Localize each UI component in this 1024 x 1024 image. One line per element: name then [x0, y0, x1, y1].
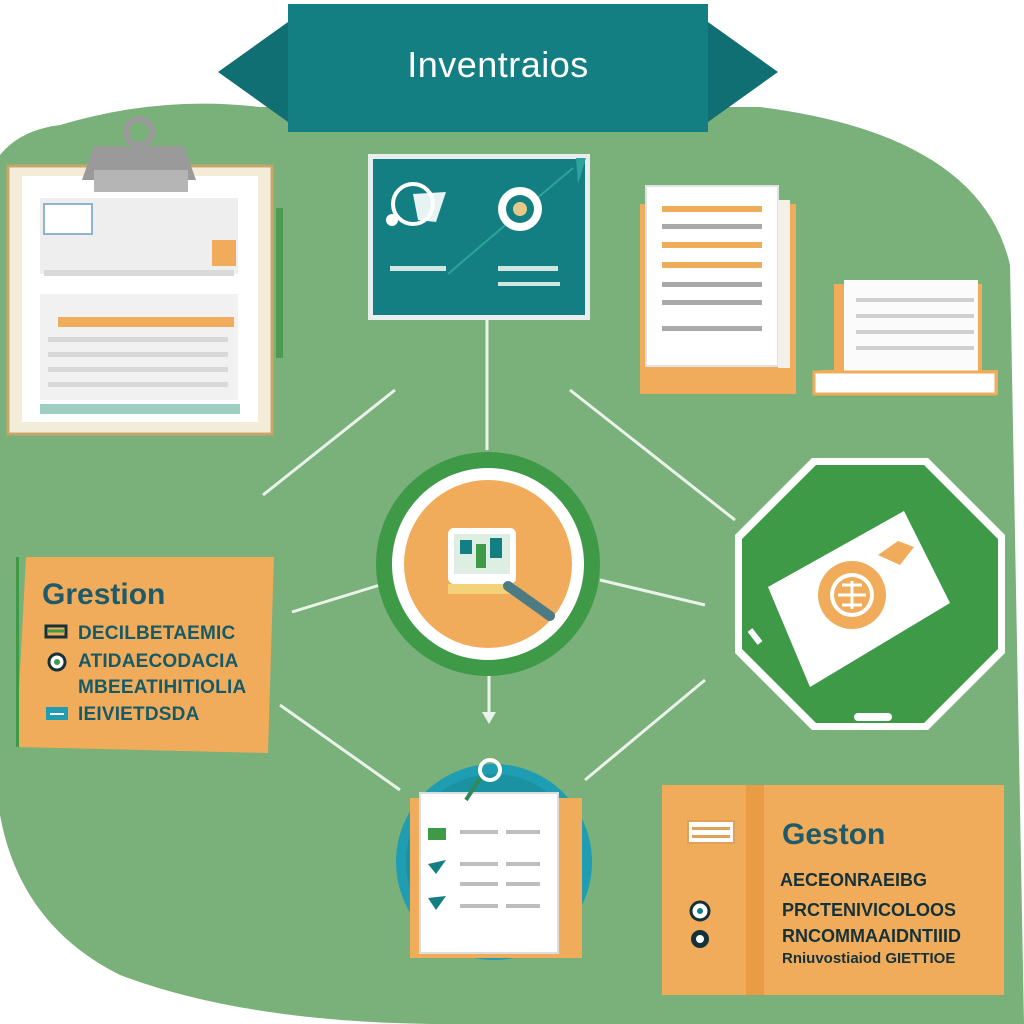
magnifier-tablet-icon [376, 452, 600, 676]
right-card-line: PRCTENIVICOLOOS [782, 900, 957, 920]
left-card-line-icon-1 [44, 624, 70, 645]
left-card-line: MBEEATIHITIOLIA [78, 677, 247, 698]
left-card-line-icon-2 [46, 652, 70, 677]
checklist-icon [396, 758, 592, 960]
left-card-line: ATIDAECODACIA [78, 651, 239, 672]
gestion-card-left [16, 557, 274, 753]
right-card-title: Geston [782, 818, 886, 851]
left-card-line: IEIVIETDSDA [78, 704, 200, 725]
right-card-line: Rniuvostiaiod GIETTIOE [782, 950, 956, 967]
banner-title: Inventraios [407, 44, 589, 85]
document-stack-icon [640, 185, 998, 396]
title-banner [218, 4, 778, 132]
left-card-line-icon-3 [44, 705, 72, 728]
globe-document-icon [735, 458, 1005, 730]
left-card-title: Grestion [42, 578, 166, 611]
right-card-line: RNCOMMAAIDNTIIID [782, 926, 961, 946]
monitor-dashboard-icon [368, 154, 590, 320]
right-card-line: AECEONRAEIBG [780, 870, 928, 890]
clipboard-icon [6, 116, 283, 436]
left-card-line: DECILBETAEMIC [78, 623, 236, 644]
gestion-card-right [662, 785, 1004, 995]
